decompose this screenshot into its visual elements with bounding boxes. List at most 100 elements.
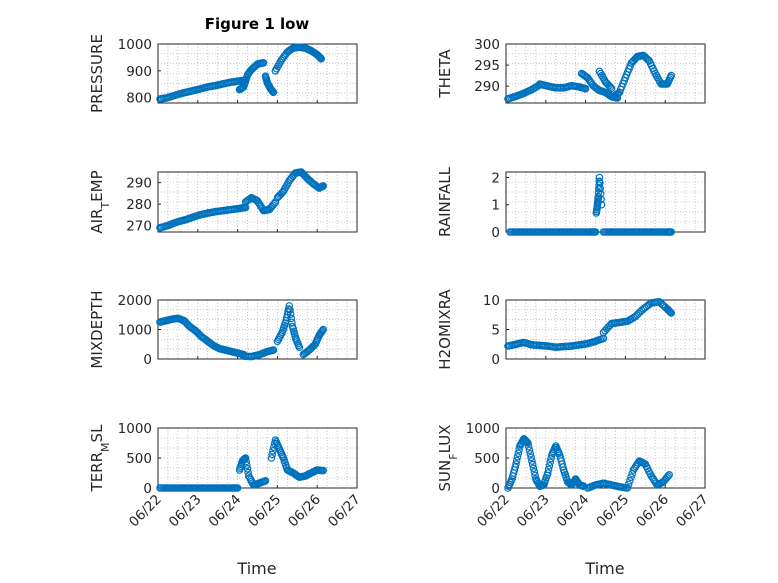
x-tick-label: 06/27	[673, 492, 712, 531]
x-tick-label: 06/26	[633, 492, 672, 531]
data-point	[527, 453, 535, 462]
y-tick-label: 1000	[118, 323, 152, 339]
figure-title: Figure 1 low	[205, 15, 310, 33]
data-point	[597, 200, 606, 209]
data-point	[528, 457, 536, 465]
data-point	[318, 326, 327, 335]
data-point	[579, 482, 588, 491]
y-tick-label: 290	[474, 79, 500, 95]
data-point	[270, 199, 279, 208]
data-point	[286, 310, 295, 319]
y-axis-label: H2OMIXRA	[436, 289, 454, 370]
y-tick-label: 1000	[118, 37, 152, 53]
data-point	[243, 464, 252, 473]
data-point	[559, 463, 567, 471]
y-tick-label: 270	[126, 219, 152, 235]
data-point	[625, 476, 634, 485]
x-axis-label-right: Time	[584, 559, 624, 578]
data-point	[597, 195, 605, 204]
y-tick-label: 0	[143, 481, 152, 497]
data-point	[624, 480, 633, 489]
series-points	[506, 173, 676, 236]
y-tick-label: 0	[491, 225, 500, 241]
y-tick-label: 10	[483, 293, 500, 309]
x-tick-label: 06/25	[245, 492, 284, 531]
y-axis-label: AIRTEMP	[88, 170, 112, 233]
data-point	[269, 346, 278, 354]
data-point	[319, 182, 328, 190]
data-point	[514, 449, 523, 458]
data-point	[268, 86, 276, 95]
data-point	[259, 58, 268, 67]
data-point	[243, 461, 251, 470]
y-tick-label: 500	[474, 451, 500, 467]
y-tick-label: 800	[126, 91, 152, 107]
data-point	[665, 307, 674, 316]
y-axis-label: THETA	[436, 49, 454, 99]
y-tick-label: 290	[126, 176, 152, 192]
y-axis-label: TERRMSL	[88, 424, 112, 493]
data-point	[665, 470, 674, 479]
data-point	[547, 454, 555, 463]
series-points	[156, 436, 328, 492]
data-point	[523, 438, 531, 447]
data-point	[606, 83, 615, 91]
axes-box	[157, 43, 358, 104]
subplot-theta: 290 295 300 THETA	[436, 37, 706, 104]
subplot-rainfall: 0 1 2 RAINFALL	[436, 166, 706, 241]
data-point	[591, 228, 600, 236]
y-tick-label: 280	[126, 197, 152, 213]
data-point	[531, 471, 539, 480]
data-point	[267, 454, 276, 462]
subplot-mixdepth: 0 1000 2000 MIXDEPTH	[88, 290, 358, 369]
subplot-air-temp: 270 280 290 AIRTEMP	[88, 168, 358, 235]
data-point	[521, 436, 530, 445]
data-point	[596, 179, 604, 187]
data-point	[524, 439, 532, 447]
x-tick-label: 06/25	[593, 492, 632, 531]
data-point	[317, 54, 326, 63]
data-point	[596, 190, 605, 198]
data-point	[546, 458, 555, 467]
data-point	[581, 84, 590, 93]
data-point	[596, 184, 605, 193]
y-tick-label: 5	[491, 323, 500, 339]
y-tick-label: 1	[491, 198, 500, 214]
x-axis-label-left: Time	[236, 559, 276, 578]
data-point	[515, 445, 523, 454]
data-point	[268, 450, 277, 459]
y-tick-label: 0	[143, 352, 152, 368]
data-point	[530, 467, 539, 476]
series-points	[504, 297, 676, 352]
data-point	[286, 306, 294, 314]
subplot-h2omixra: 0 5 10 H2OMIXRA	[436, 289, 706, 370]
data-point	[524, 442, 533, 451]
data-point	[528, 460, 537, 469]
data-point	[314, 52, 323, 61]
data-point	[667, 71, 676, 80]
data-point	[244, 468, 252, 477]
y-axis-label: MIXDEPTH	[88, 290, 106, 368]
data-point	[233, 484, 242, 492]
data-point	[269, 88, 278, 97]
y-axis-label: PRESSURE	[88, 34, 106, 113]
x-tick-label: 06/22	[474, 492, 513, 531]
axes-box	[157, 171, 358, 233]
data-point	[667, 309, 676, 317]
data-point	[607, 84, 616, 93]
data-point	[316, 54, 325, 62]
x-tick-label: 06/24	[554, 492, 593, 531]
axes-box	[505, 43, 706, 104]
data-point	[595, 173, 604, 182]
data-point	[664, 306, 673, 315]
data-point	[261, 476, 270, 485]
data-point	[643, 54, 651, 63]
data-point	[315, 53, 324, 61]
data-point	[614, 89, 623, 98]
x-tick-label: 06/24	[206, 492, 245, 531]
y-tick-label: 0	[491, 481, 500, 497]
x-tick-label: 06/27	[325, 492, 364, 531]
data-point	[623, 484, 632, 492]
data-point	[664, 472, 672, 481]
data-point	[512, 460, 520, 468]
